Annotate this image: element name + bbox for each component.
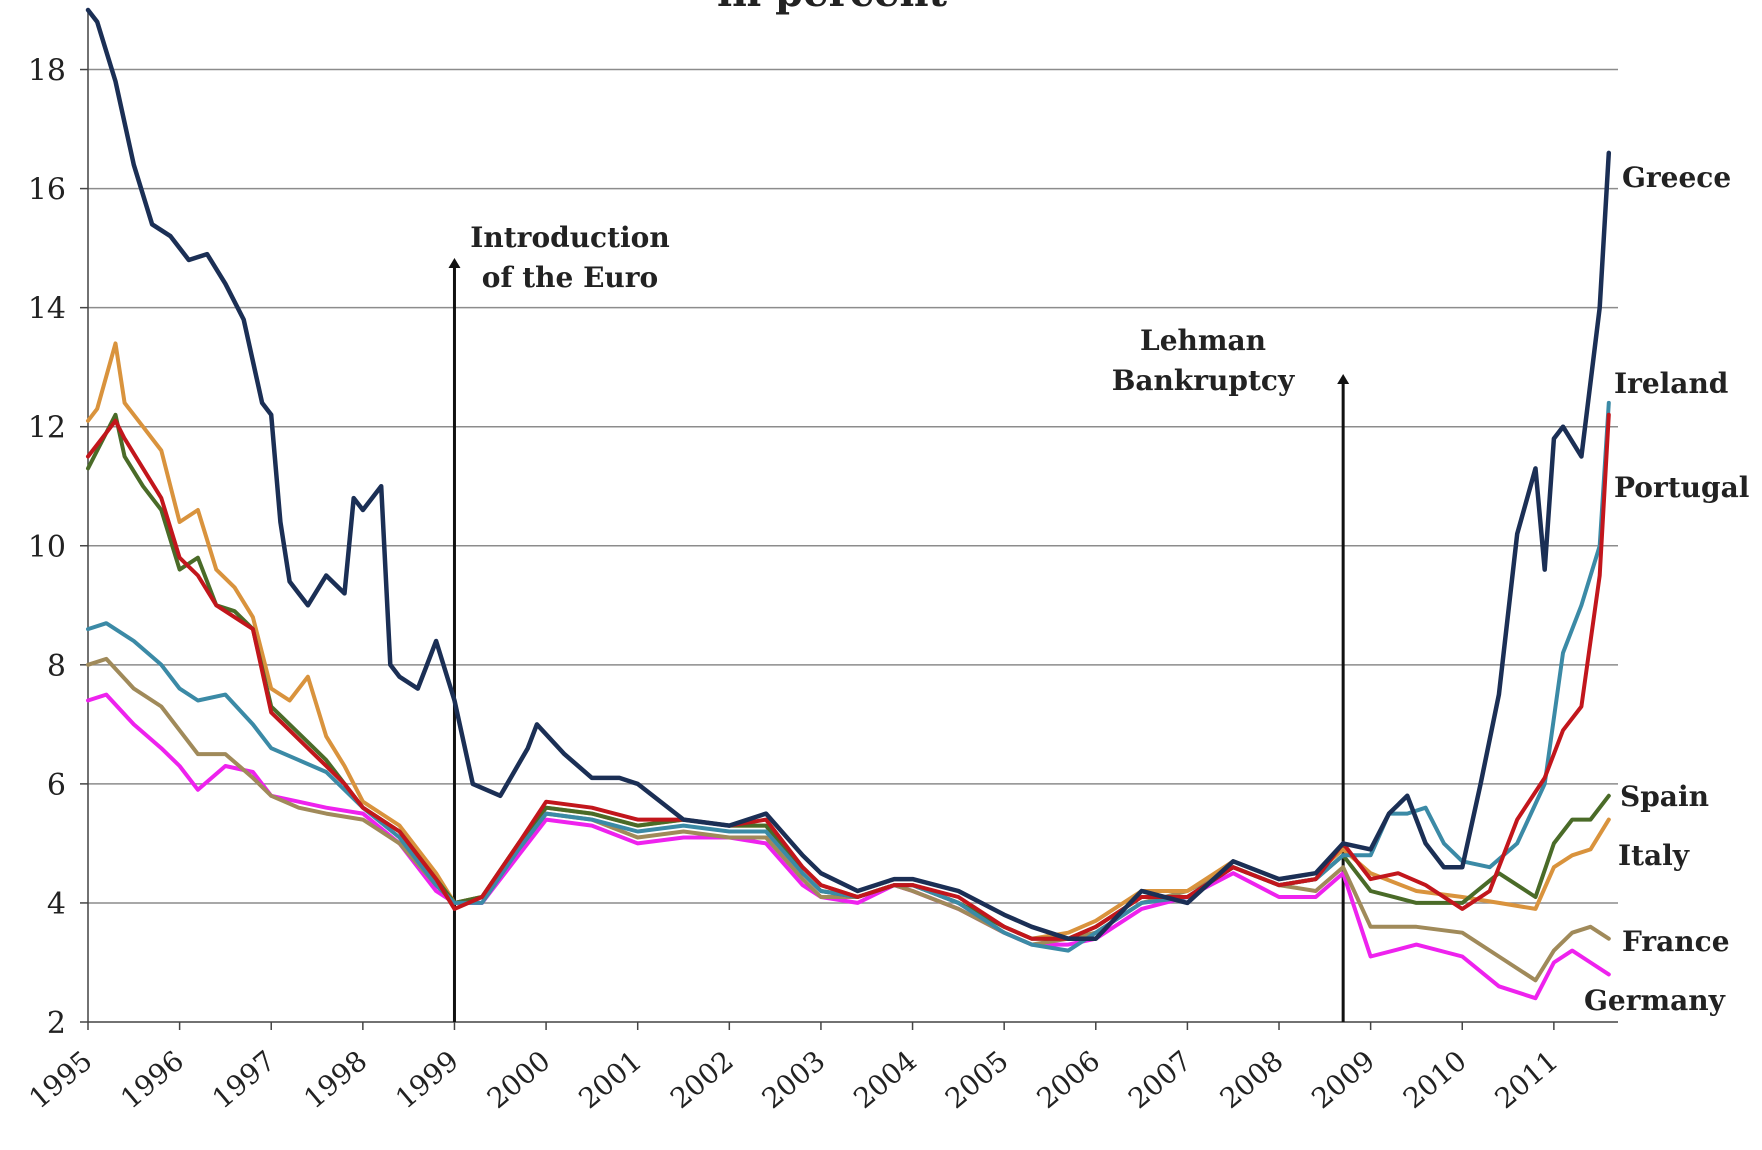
x-tick-label: 2005 xyxy=(939,1044,1015,1115)
chart-title: in percent xyxy=(717,0,948,16)
x-tick-label: 1995 xyxy=(23,1044,99,1115)
x-tick-label: 2003 xyxy=(756,1044,832,1115)
x-tick-label: 1997 xyxy=(206,1044,282,1115)
series-label-ireland: Ireland xyxy=(1614,367,1728,400)
x-tick-label: 1998 xyxy=(298,1044,374,1115)
series-label-france: France xyxy=(1622,925,1730,958)
gridlines xyxy=(88,68,1618,904)
series-line-portugal xyxy=(86,412,1611,941)
y-axis-ticks: 2 4 6 8 10 12 14 16 18 xyxy=(28,54,88,1041)
y-tick-label: 18 xyxy=(28,54,66,89)
axes xyxy=(87,10,1618,1023)
series-label-greece: Greece xyxy=(1622,161,1731,194)
y-tick-label: 16 xyxy=(28,173,66,208)
x-tick-label: 2001 xyxy=(572,1044,648,1115)
x-tick-label: 2008 xyxy=(1214,1044,1290,1115)
series-label-portugal: Portugal xyxy=(1614,471,1749,504)
series-label-italy: Italy xyxy=(1618,839,1690,872)
series-line-spain xyxy=(86,412,1611,941)
x-tick-label: 2004 xyxy=(847,1044,923,1115)
y-tick-label: 8 xyxy=(47,649,66,684)
series-line-italy xyxy=(86,341,1611,941)
annotation-text: Introduction xyxy=(470,221,669,254)
series-line-germany xyxy=(86,692,1611,1001)
x-tick-label: 1996 xyxy=(114,1044,190,1115)
y-tick-label: 4 xyxy=(47,887,66,922)
x-tick-label: 2006 xyxy=(1030,1044,1106,1115)
x-tick-label: 2007 xyxy=(1122,1044,1198,1115)
y-tick-label: 12 xyxy=(28,411,66,446)
x-tick-label: 2009 xyxy=(1305,1044,1381,1115)
annotation-text: of the Euro xyxy=(482,261,658,294)
y-tick-label: 10 xyxy=(28,530,66,565)
annotation-arrowhead xyxy=(1337,374,1350,384)
x-axis-ticks: 1995 1996 1997 1998 1999 2000 2001 2002 2003 2004… xyxy=(23,1022,1565,1115)
series-line-ireland xyxy=(86,400,1611,953)
x-tick-label: 2002 xyxy=(664,1044,740,1115)
series-labels: Germany France Italy Spain Ireland Portugal Gr… xyxy=(1584,161,1749,1017)
x-tick-label: 1999 xyxy=(389,1044,465,1115)
y-tick-label: 14 xyxy=(28,292,66,327)
series-line-france xyxy=(86,656,1611,983)
series-line-greece xyxy=(85,7,1612,941)
series-label-spain: Spain xyxy=(1620,780,1709,813)
x-tick-label: 2011 xyxy=(1489,1044,1565,1115)
annotation-arrowhead xyxy=(448,258,461,268)
x-tick-label: 2000 xyxy=(481,1044,557,1115)
series-lines xyxy=(85,7,1612,1001)
annotation-text: Bankruptcy xyxy=(1112,364,1295,397)
x-tick-label: 2010 xyxy=(1397,1044,1473,1115)
annotation-text: Lehman xyxy=(1140,324,1266,357)
annotations: Introduction of the Euro Lehman Bankruptcy xyxy=(448,221,1350,1022)
series-label-germany: Germany xyxy=(1584,984,1726,1017)
y-tick-label: 6 xyxy=(47,768,66,803)
y-tick-label: 2 xyxy=(47,1006,66,1041)
